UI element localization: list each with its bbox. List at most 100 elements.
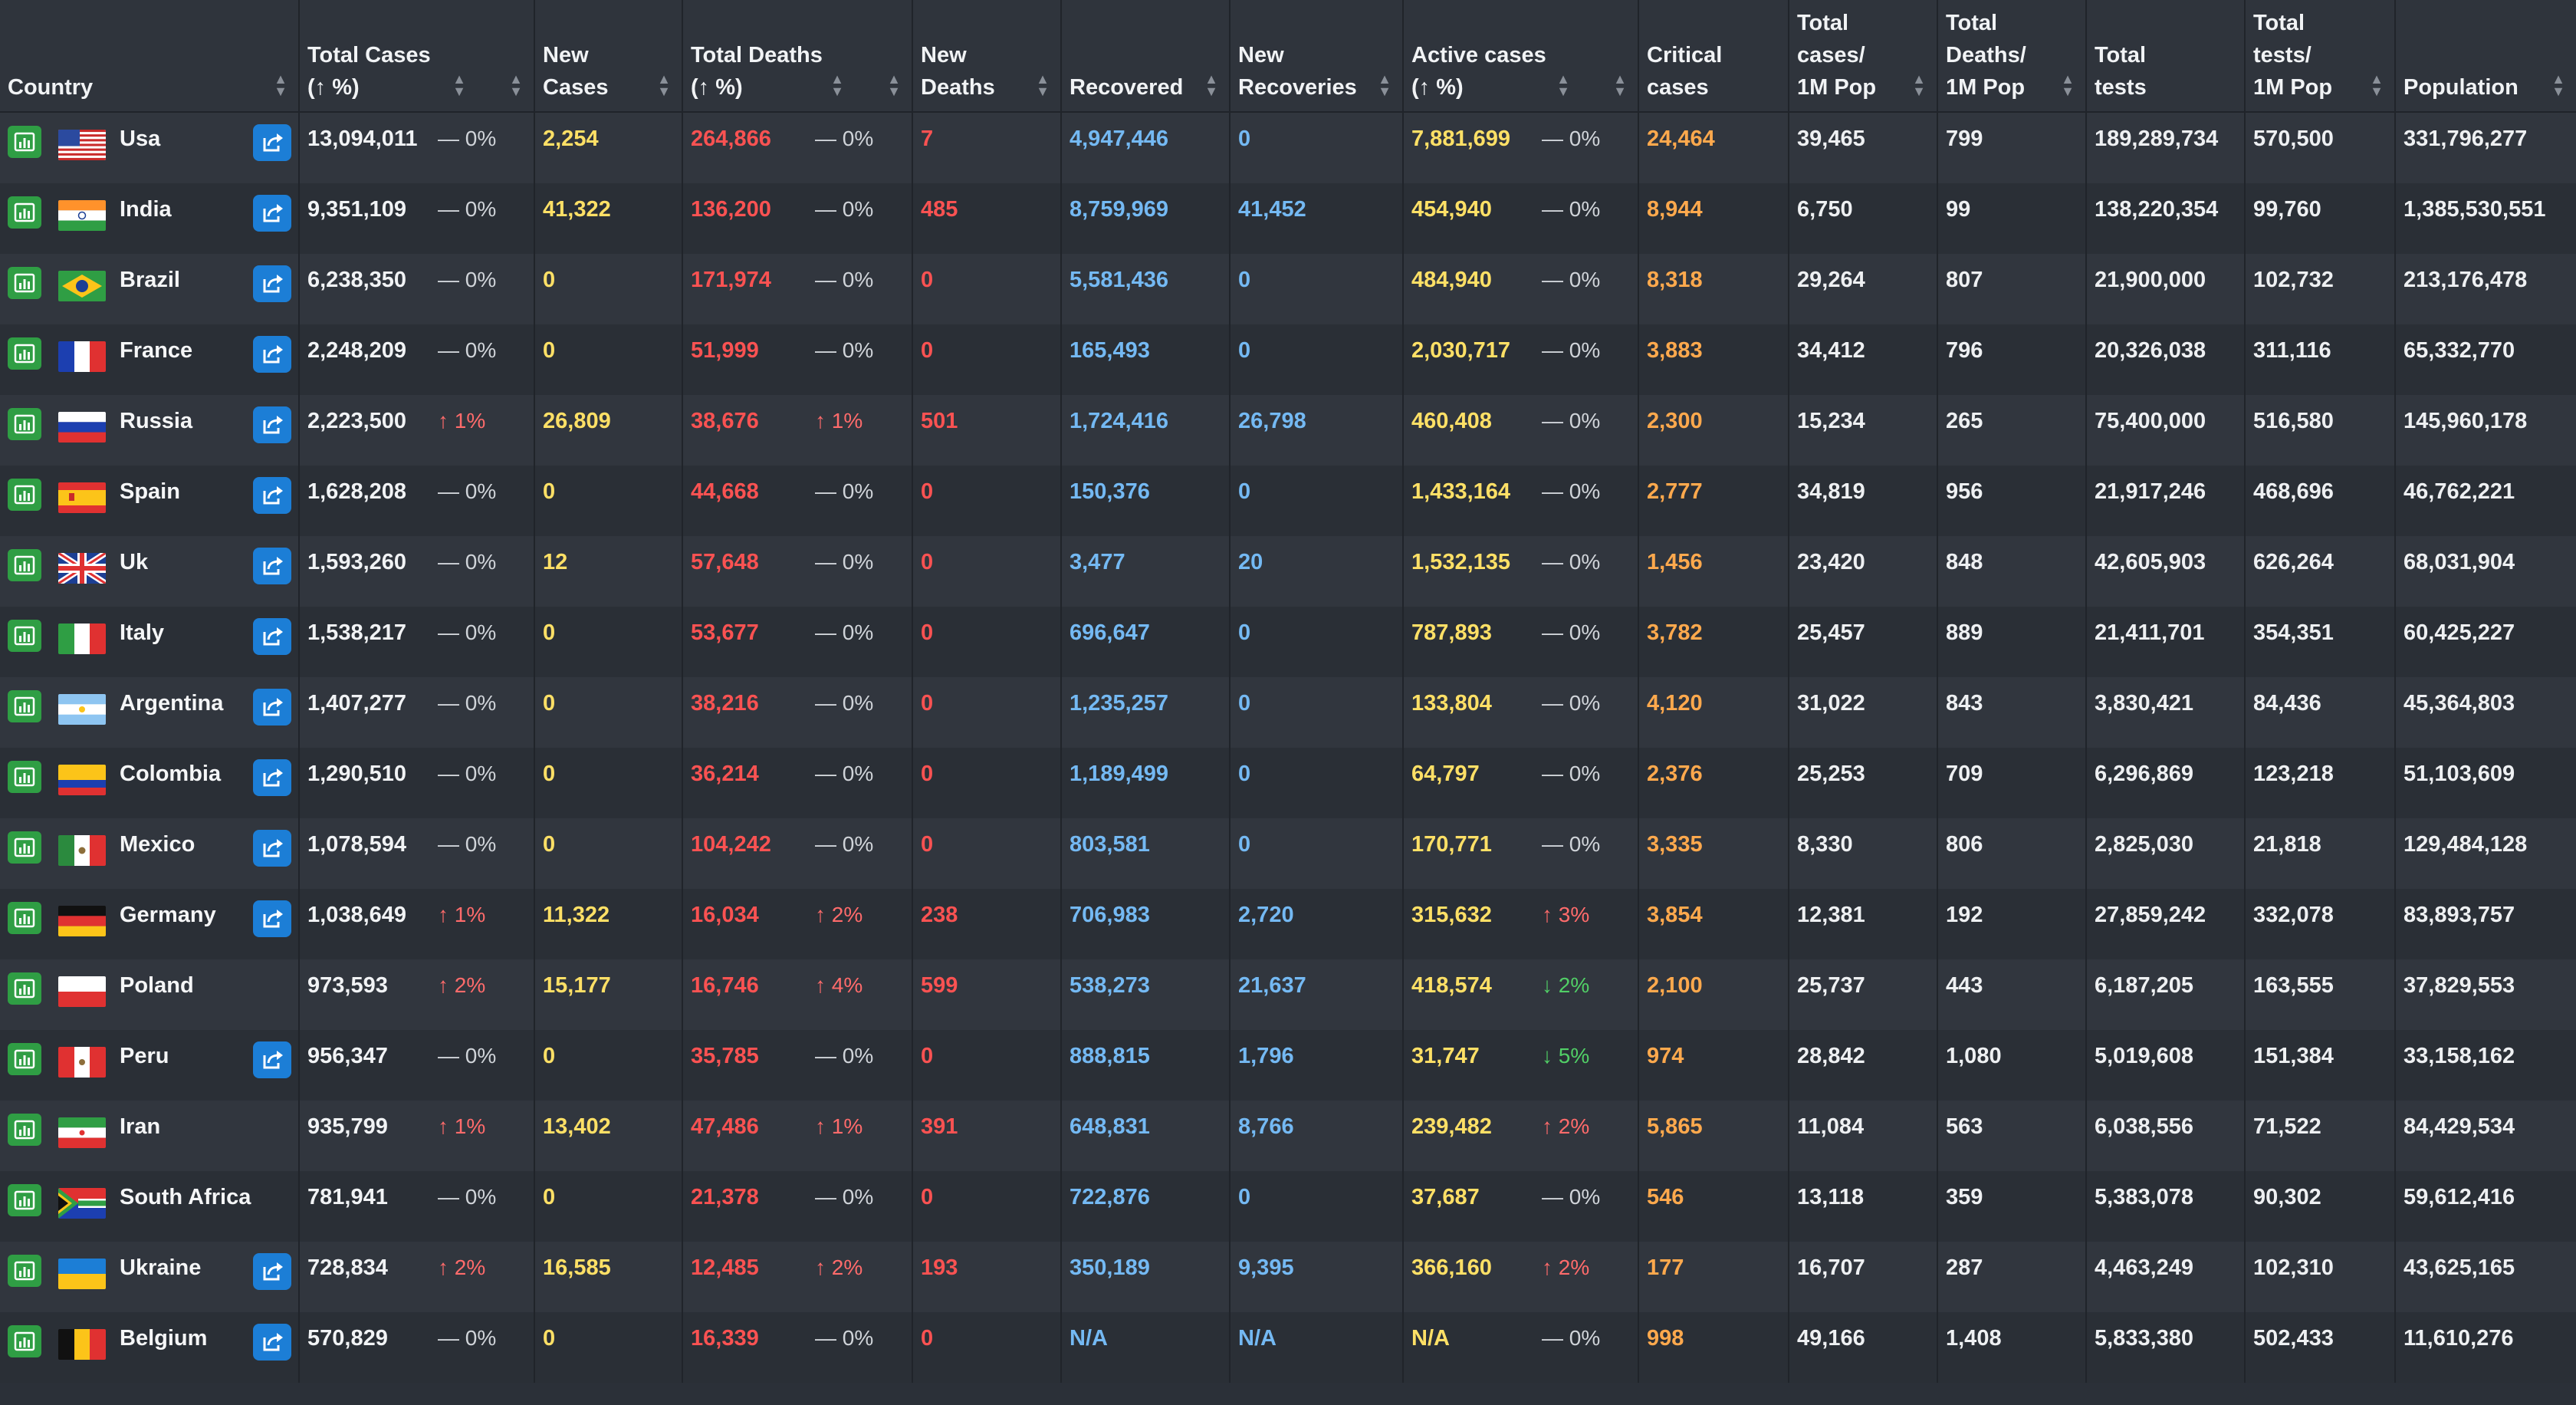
sort-icon[interactable]: ▲ ▼	[274, 71, 288, 99]
share-icon[interactable]	[253, 477, 291, 514]
chart-icon[interactable]	[8, 196, 41, 229]
share-icon[interactable]	[253, 548, 291, 584]
chart-icon[interactable]	[8, 972, 41, 1005]
share-icon[interactable]	[253, 124, 291, 161]
sort-pct-icon[interactable]: ▲ ▼	[1613, 71, 1627, 99]
share-icon[interactable]	[253, 618, 291, 655]
chart-icon[interactable]	[8, 479, 41, 511]
country-name[interactable]: Italy	[120, 620, 165, 645]
population-value: 129,484,128	[2404, 832, 2528, 857]
critical-cell: 8,944	[1638, 183, 1789, 254]
country-name[interactable]: South Africa	[120, 1185, 251, 1209]
country-name[interactable]: Germany	[120, 903, 216, 927]
sort-icon[interactable]: ▲ ▼	[1378, 71, 1392, 99]
column-header-total-cases[interactable]: Total Cases (↑ %) ▲ ▼ ▲ ▼	[298, 0, 534, 113]
country-name[interactable]: Usa	[120, 127, 161, 151]
column-header-new-recoveries[interactable]: New Recoveries ▲ ▼	[1229, 0, 1403, 113]
sort-icon[interactable]: ▲ ▼	[2061, 71, 2075, 99]
chart-icon[interactable]	[8, 831, 41, 864]
sort-pct-icon[interactable]: ▲ ▼	[509, 71, 523, 99]
country-name[interactable]: France	[120, 338, 193, 363]
new-deaths-value: 0	[921, 620, 934, 645]
country-name[interactable]: Belgium	[120, 1326, 208, 1351]
chart-icon[interactable]	[8, 1325, 41, 1357]
column-label: Total Deaths/ 1M Pop	[1946, 11, 2026, 100]
country-cell: Colombia	[0, 748, 299, 818]
total-deaths-value: 35,785	[691, 1044, 759, 1068]
share-icon[interactable]	[253, 1253, 291, 1290]
country-name[interactable]: Peru	[120, 1044, 169, 1068]
recovered-cell: 150,376	[1060, 466, 1230, 536]
chart-icon[interactable]	[8, 549, 41, 581]
country-name[interactable]: Argentina	[120, 691, 224, 716]
country-name[interactable]: Russia	[120, 409, 193, 433]
tests-per-m-value: 21,818	[2253, 832, 2321, 857]
cases-per-m-cell: 23,420	[1788, 536, 1937, 607]
column-header-tests-per-m[interactable]: Total tests/ 1M Pop ▲ ▼	[2244, 0, 2395, 113]
column-header-deaths-per-m[interactable]: Total Deaths/ 1M Pop ▲ ▼	[1937, 0, 2086, 113]
column-header-total-tests[interactable]: Total tests	[2085, 0, 2245, 113]
recovered-value: 165,493	[1070, 338, 1150, 363]
share-icon[interactable]	[253, 1324, 291, 1361]
chart-icon[interactable]	[8, 1114, 41, 1146]
chart-icon[interactable]	[8, 337, 41, 370]
share-icon[interactable]	[253, 689, 291, 726]
population-value: 84,429,534	[2404, 1114, 2515, 1139]
country-name[interactable]: India	[120, 197, 172, 222]
sort-pct-icon[interactable]: ▲ ▼	[887, 71, 901, 99]
sort-icon[interactable]: ▲ ▼	[452, 71, 466, 99]
country-name[interactable]: Mexico	[120, 832, 196, 857]
chart-icon[interactable]	[8, 690, 41, 722]
population-cell: 33,158,162	[2394, 1030, 2576, 1101]
column-header-country[interactable]: Country ▲ ▼	[0, 0, 299, 113]
share-icon[interactable]	[253, 759, 291, 796]
column-header-cases-per-m[interactable]: Total cases/ 1M Pop ▲ ▼	[1788, 0, 1937, 113]
sort-icon[interactable]: ▲ ▼	[657, 71, 671, 99]
sort-icon[interactable]: ▲ ▼	[1036, 71, 1050, 99]
total-cases-cell: 2,223,500 ↑ 1%	[298, 395, 534, 466]
sort-icon[interactable]: ▲ ▼	[1556, 71, 1570, 99]
share-icon[interactable]	[253, 900, 291, 937]
chart-icon[interactable]	[8, 267, 41, 299]
active-cases-cell: 315,632 ↑ 3%	[1402, 889, 1638, 959]
chart-icon[interactable]	[8, 902, 41, 934]
column-header-active-cases[interactable]: Active cases (↑ %) ▲ ▼ ▲ ▼	[1402, 0, 1638, 113]
sort-icon[interactable]: ▲ ▼	[1912, 71, 1926, 99]
critical-value: 974	[1647, 1044, 1684, 1068]
country-name[interactable]: Uk	[120, 550, 149, 574]
chart-icon[interactable]	[8, 408, 41, 440]
country-name[interactable]: Colombia	[120, 762, 222, 786]
share-icon[interactable]	[253, 265, 291, 302]
share-icon[interactable]	[253, 336, 291, 373]
chart-icon[interactable]	[8, 1255, 41, 1287]
chart-icon[interactable]	[8, 620, 41, 652]
column-header-population[interactable]: Population ▲ ▼	[2394, 0, 2576, 113]
sort-icon[interactable]: ▲ ▼	[2370, 71, 2384, 99]
sort-icon[interactable]: ▲ ▼	[830, 71, 844, 99]
chart-icon[interactable]	[8, 761, 41, 793]
column-header-new-deaths[interactable]: New Deaths ▲ ▼	[912, 0, 1061, 113]
chart-icon[interactable]	[8, 1043, 41, 1075]
country-name[interactable]: Poland	[120, 973, 194, 998]
country-name[interactable]: Spain	[120, 479, 180, 504]
new-deaths-cell: 599	[912, 959, 1061, 1030]
sort-icon[interactable]: ▲ ▼	[1204, 71, 1218, 99]
column-header-recovered[interactable]: Recovered ▲ ▼	[1060, 0, 1230, 113]
column-header-total-deaths[interactable]: Total Deaths (↑ %) ▲ ▼ ▲ ▼	[682, 0, 912, 113]
share-icon[interactable]	[253, 1041, 291, 1078]
new-cases-cell: 0	[534, 1312, 682, 1383]
share-icon[interactable]	[253, 830, 291, 867]
share-icon[interactable]	[253, 195, 291, 232]
country-name[interactable]: Brazil	[120, 268, 180, 292]
chart-icon[interactable]	[8, 126, 41, 158]
column-header-critical[interactable]: Critical cases	[1638, 0, 1789, 113]
new-recoveries-value: 0	[1238, 1185, 1251, 1209]
country-name[interactable]: Iran	[120, 1114, 161, 1139]
total-deaths-change: — 0%	[815, 268, 874, 291]
new-recoveries-value: N/A	[1238, 1326, 1276, 1351]
chart-icon[interactable]	[8, 1184, 41, 1216]
column-header-new-cases[interactable]: New Cases ▲ ▼	[534, 0, 682, 113]
share-icon[interactable]	[253, 406, 291, 443]
sort-icon[interactable]: ▲ ▼	[2551, 71, 2565, 99]
country-name[interactable]: Ukraine	[120, 1255, 202, 1280]
